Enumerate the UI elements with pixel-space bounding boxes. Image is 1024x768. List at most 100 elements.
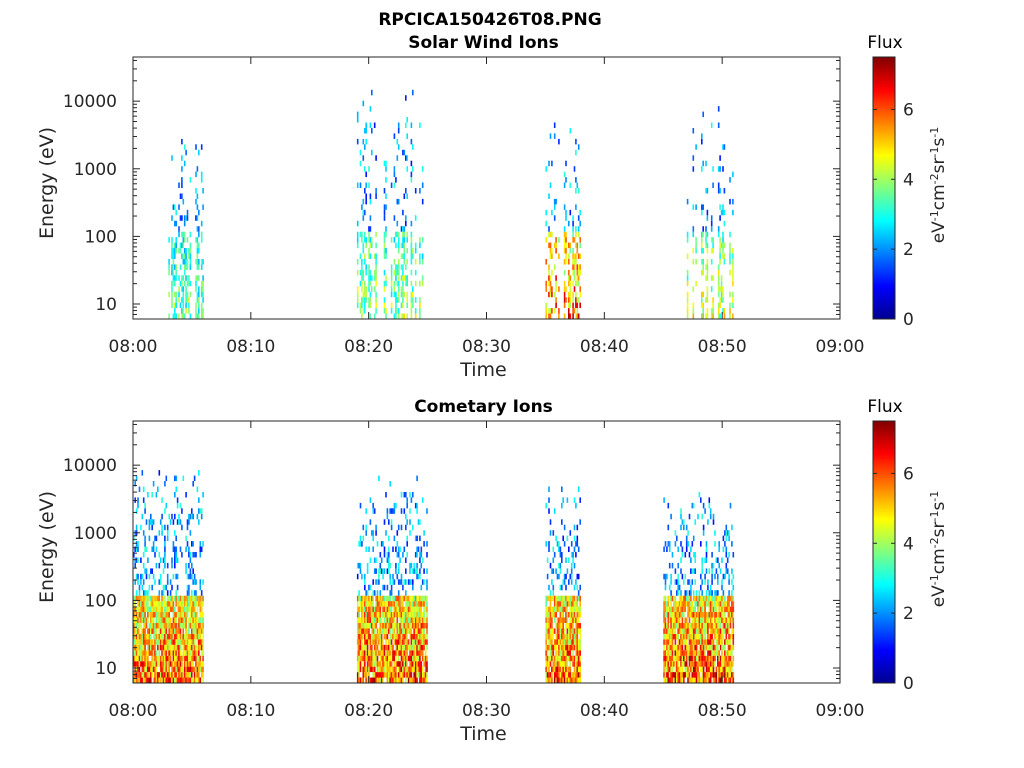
spectrogram-cell bbox=[165, 606, 168, 613]
spectrogram-cell bbox=[575, 188, 577, 194]
spectrogram-cell bbox=[378, 612, 380, 618]
spectrogram-cell bbox=[412, 650, 414, 656]
spectrogram-cell bbox=[565, 612, 567, 618]
spectrogram-cell bbox=[701, 313, 703, 319]
spectrogram-cell bbox=[393, 639, 396, 645]
spectrogram-cell bbox=[403, 508, 406, 514]
spectrogram-cell bbox=[674, 530, 677, 536]
spectrogram-cell bbox=[701, 601, 703, 607]
spectrogram-cell bbox=[400, 253, 403, 259]
spectrogram-cell bbox=[189, 677, 192, 683]
spectrogram-cell bbox=[189, 601, 192, 607]
spectrogram-cell bbox=[405, 672, 407, 678]
spectrogram-cell bbox=[573, 264, 576, 270]
spectrogram-cell bbox=[137, 623, 139, 629]
spectrogram-cell bbox=[185, 677, 187, 683]
spectrogram-cell bbox=[164, 612, 166, 618]
spectrogram-cell bbox=[396, 220, 399, 227]
spectrogram-cell bbox=[551, 677, 553, 683]
spectrogram-cell bbox=[403, 313, 406, 319]
spectrogram-cell bbox=[556, 633, 559, 640]
spectrogram-cell bbox=[141, 612, 144, 618]
spectrogram-cell bbox=[575, 149, 577, 156]
spectrogram-cell bbox=[701, 269, 703, 276]
spectrogram-cell bbox=[407, 628, 410, 634]
spectrogram-cell bbox=[140, 677, 142, 683]
spectrogram-cell bbox=[369, 106, 372, 112]
spectrogram-cell bbox=[186, 672, 189, 678]
spectrogram-cell bbox=[362, 291, 365, 298]
spectrogram-cell bbox=[369, 606, 372, 613]
spectrogram-cell bbox=[704, 595, 706, 602]
spectrogram-cell bbox=[174, 661, 176, 667]
spectrogram-cell bbox=[134, 666, 136, 673]
spectrogram-cell bbox=[678, 639, 681, 645]
spectrogram-cell bbox=[178, 297, 180, 303]
spectrogram-cell bbox=[728, 617, 730, 623]
spectrogram-cell bbox=[154, 633, 156, 640]
spectrogram-cell bbox=[389, 677, 391, 683]
spectrogram-cell bbox=[572, 606, 574, 613]
spectrogram-cell bbox=[410, 650, 413, 656]
spectrogram-cell bbox=[698, 677, 701, 683]
spectrogram-cell bbox=[366, 639, 369, 645]
spectrogram-cell bbox=[137, 497, 139, 503]
spectrogram-cell bbox=[168, 606, 170, 613]
spectrogram-cell bbox=[551, 209, 553, 216]
spectrogram-cell bbox=[159, 661, 162, 667]
spectrogram-cell bbox=[702, 231, 704, 238]
spectrogram-cell bbox=[395, 313, 397, 319]
spectrogram-cell bbox=[200, 590, 203, 596]
spectrogram-cell bbox=[193, 633, 196, 640]
spectrogram-cell bbox=[188, 519, 190, 525]
spectrogram-cell bbox=[705, 557, 708, 563]
spectrogram-cell bbox=[561, 612, 563, 618]
spectrogram-cell bbox=[390, 633, 393, 640]
spectrogram-cell bbox=[159, 601, 162, 607]
spectrogram-cell bbox=[397, 248, 400, 254]
spectrogram-cell bbox=[724, 644, 726, 651]
spectrogram-cell bbox=[572, 677, 574, 683]
spectrogram-cell bbox=[548, 666, 550, 673]
spectrogram-cell bbox=[189, 595, 192, 602]
spectrogram-cell bbox=[667, 623, 670, 629]
spectrogram-cell bbox=[390, 519, 393, 525]
spectrogram-cell bbox=[576, 628, 579, 634]
spectrogram-cell bbox=[667, 655, 670, 662]
spectrogram-cell bbox=[151, 650, 153, 656]
spectrogram-cell bbox=[137, 650, 139, 656]
spectrogram-cell bbox=[711, 562, 713, 569]
spectrogram-cell bbox=[396, 672, 399, 678]
spectrogram-cell bbox=[732, 171, 734, 178]
spectrogram-cell bbox=[135, 573, 138, 580]
spectrogram-cell bbox=[688, 628, 691, 634]
spectrogram-cell bbox=[376, 650, 379, 656]
spectrogram-cell bbox=[407, 606, 410, 613]
spectrogram-cell bbox=[681, 633, 684, 640]
spectrogram-cell bbox=[191, 661, 193, 667]
spectrogram-cell bbox=[572, 617, 574, 623]
spectrogram-cell bbox=[152, 546, 155, 552]
spectrogram-cell bbox=[663, 650, 665, 656]
spectrogram-cell bbox=[172, 617, 175, 623]
spectrogram-cell bbox=[673, 655, 675, 662]
spectrogram-cell bbox=[561, 601, 563, 607]
spectrogram-cell bbox=[572, 302, 574, 309]
spectrogram-cell bbox=[719, 666, 722, 673]
spectrogram-cell bbox=[171, 601, 173, 607]
spectrogram-cell bbox=[179, 193, 182, 199]
spectrogram-cell bbox=[704, 672, 706, 678]
spectrogram-cell bbox=[729, 269, 731, 276]
spectrogram-cell bbox=[395, 502, 397, 509]
spectrogram-cell bbox=[402, 623, 404, 629]
spectrogram-cell bbox=[402, 644, 404, 651]
spectrogram-cell bbox=[577, 595, 580, 602]
spectrogram-cell bbox=[186, 280, 189, 287]
spectrogram-cell bbox=[663, 546, 665, 552]
spectrogram-cell bbox=[575, 672, 577, 678]
spectrogram-cell bbox=[174, 253, 176, 259]
spectrogram-cell bbox=[562, 617, 564, 623]
spectrogram-cell bbox=[183, 617, 186, 623]
spectrogram-cell bbox=[152, 633, 155, 640]
spectrogram-cell bbox=[365, 633, 367, 640]
